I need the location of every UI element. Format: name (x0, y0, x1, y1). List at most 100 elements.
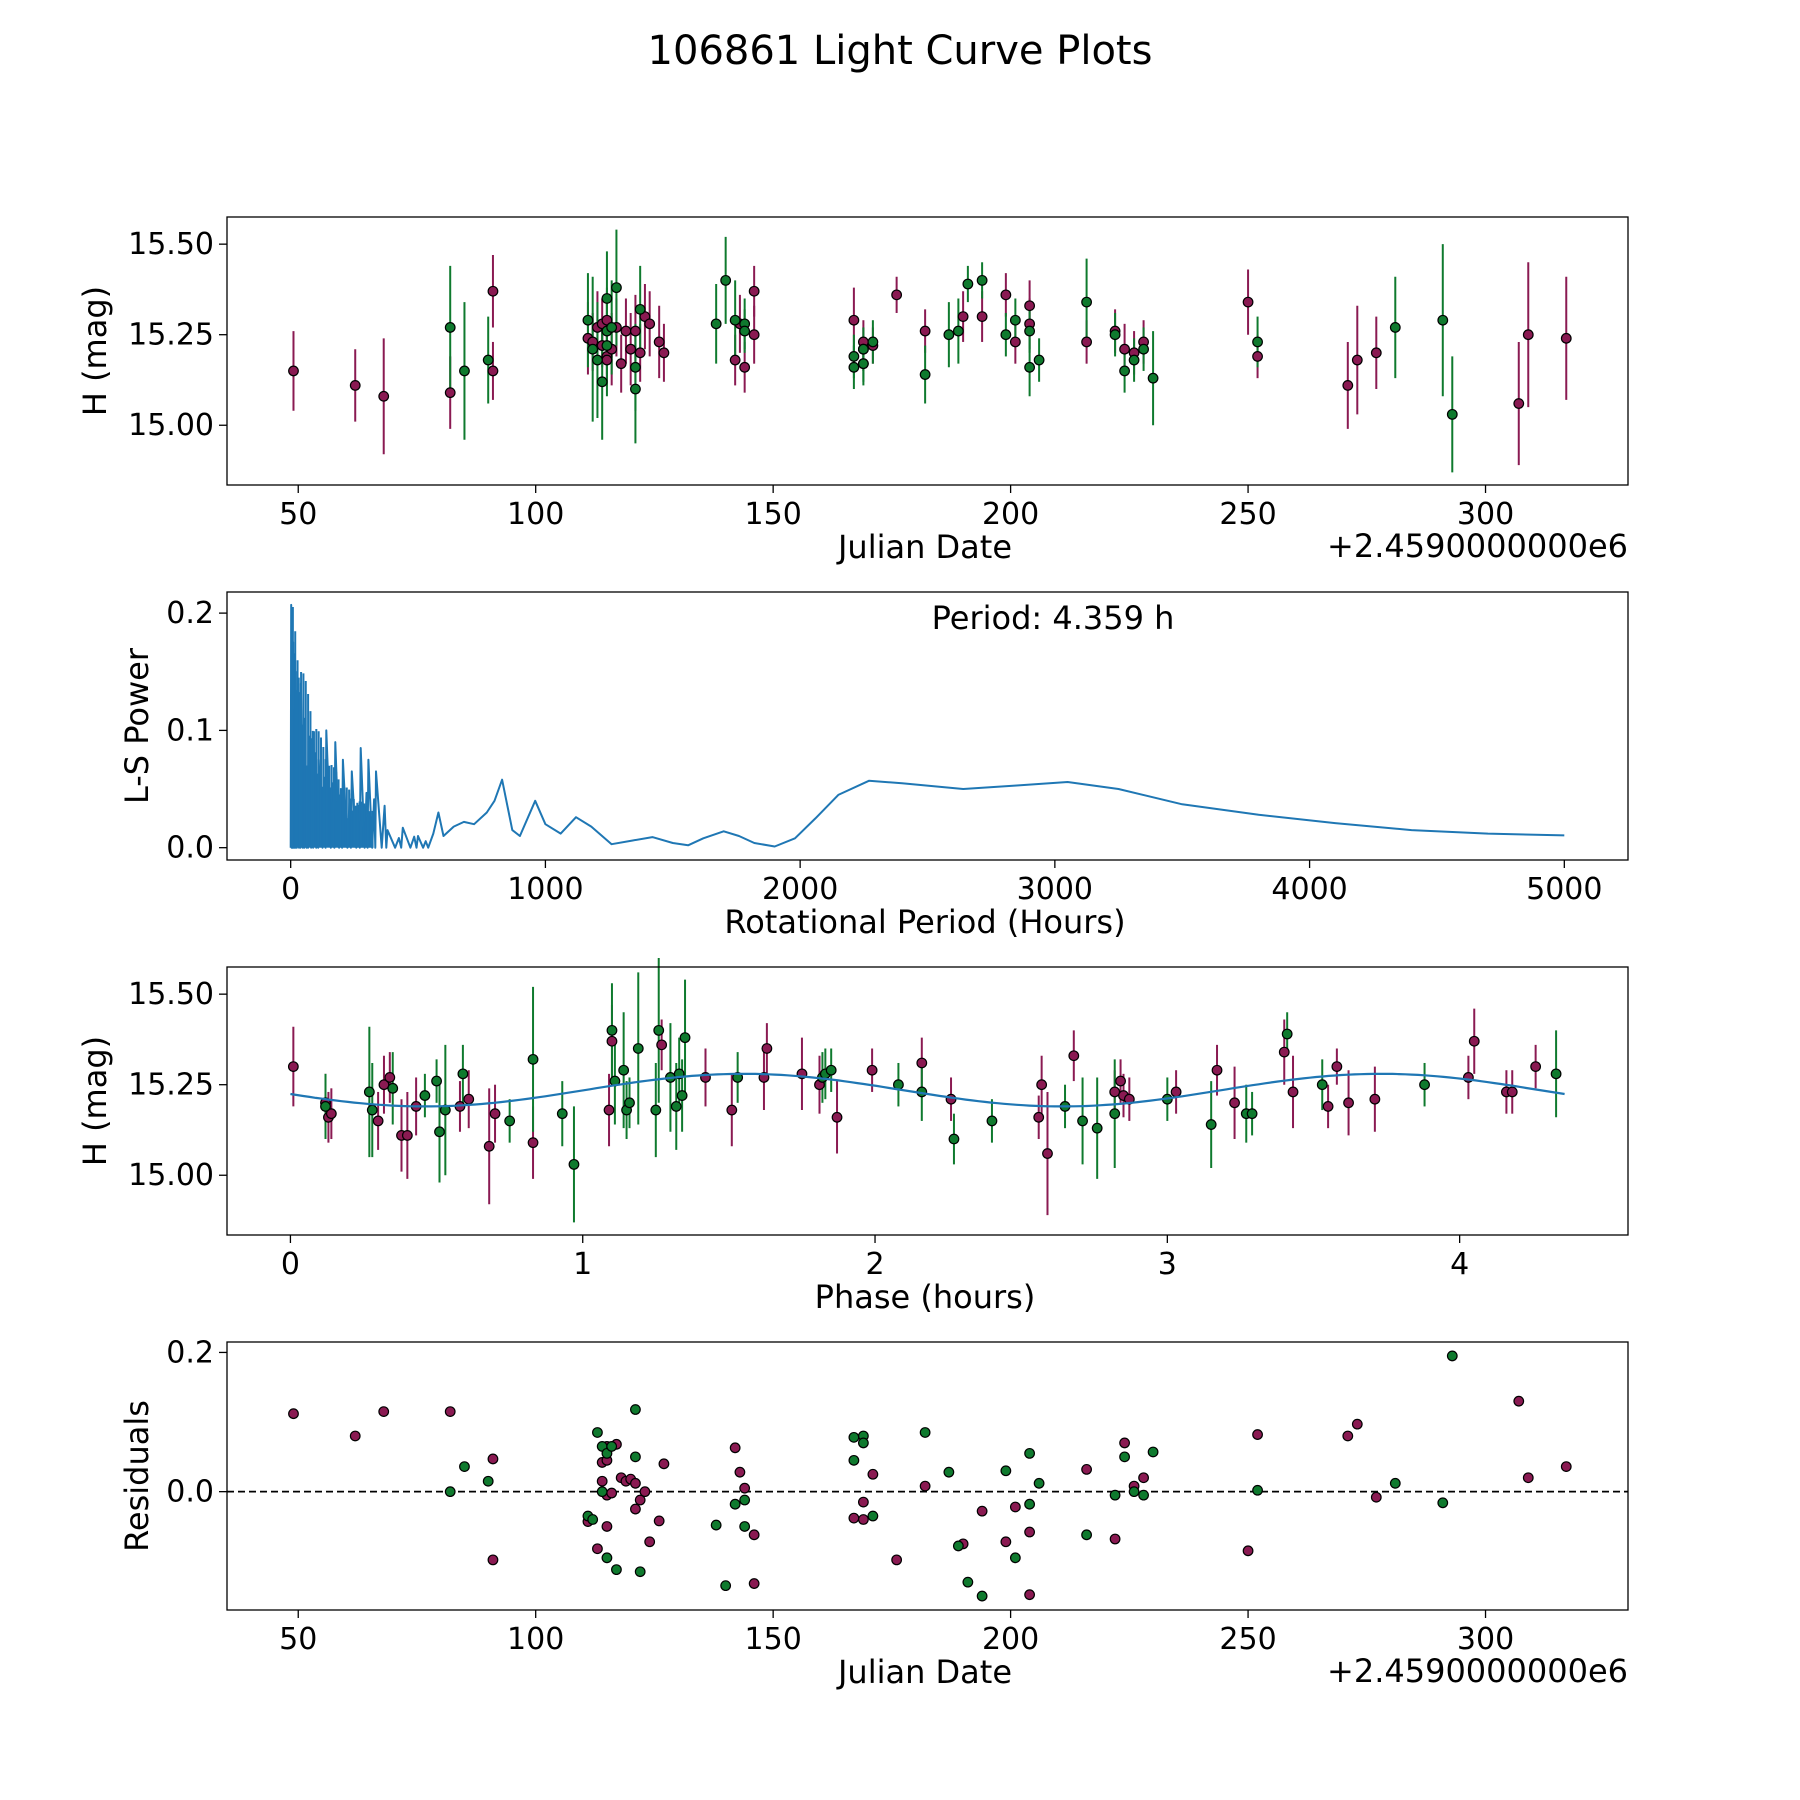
maroon-point (891, 1554, 903, 1566)
phased-ticks: 0 1 2 3 4 15.00 15.25 15.50 (128, 977, 1469, 1282)
maroon-point (653, 1515, 665, 1527)
green-point (596, 1486, 608, 1498)
green-point (1091, 1122, 1103, 1134)
green-point (653, 1024, 665, 1036)
maroon-point (634, 1494, 646, 1506)
x-tick-label: 150 (745, 497, 802, 532)
green-point (1081, 1529, 1092, 1541)
x-tick-label: 0 (281, 1247, 300, 1282)
green-point (1128, 354, 1140, 366)
maroon-point (1081, 1463, 1092, 1475)
x-tick-label: 100 (507, 497, 564, 532)
maroon-point (1287, 1086, 1299, 1098)
green-point (857, 1437, 869, 1449)
periodogram-ticks: 0 1000 2000 3000 4000 5000 0.0 0.1 0.2 (166, 596, 1602, 907)
lightcurve-ticks: 50 100 150 200 250 300 15.00 15.25 15.50 (128, 227, 1514, 532)
green-point (596, 376, 608, 388)
green-point (606, 1024, 618, 1036)
green-point (729, 1498, 741, 1510)
maroon-point (1109, 1086, 1121, 1098)
lightcurve-marks (288, 229, 1572, 473)
maroon-point (630, 1503, 641, 1515)
x-tick-label: 2 (865, 1247, 884, 1282)
residuals-axes-frame (226, 1341, 1629, 1611)
green-point (1081, 296, 1092, 308)
green-point (1000, 329, 1012, 341)
x-tick-label: 200 (982, 497, 1039, 532)
lightcurve-xlabel: Julian Date (836, 528, 1012, 566)
maroon-point (658, 1458, 670, 1470)
green-point (592, 1427, 603, 1438)
green-point (630, 383, 641, 395)
phased-xlabel: Phase (hours) (815, 1278, 1036, 1316)
green-point (1109, 1489, 1121, 1501)
green-point (1281, 1028, 1293, 1040)
maroon-point (1009, 1501, 1021, 1513)
green-point (1252, 1484, 1263, 1496)
green-point (943, 329, 955, 341)
maroon-point (601, 354, 613, 366)
x-tick-label: 50 (279, 1622, 317, 1657)
maroon-point (349, 380, 361, 391)
maroon-point (1009, 336, 1021, 348)
maroon-point (444, 1406, 456, 1418)
green-point (948, 1133, 960, 1145)
phased-axes-frame (226, 966, 1629, 1236)
maroon-point (1024, 1526, 1036, 1538)
green-point (867, 336, 879, 348)
green-point (634, 303, 646, 315)
green-point (419, 1090, 431, 1101)
maroon-point (656, 1039, 668, 1051)
green-point (1147, 372, 1159, 384)
green-point (320, 1101, 331, 1112)
maroon-point (1000, 1536, 1012, 1548)
y-tick-label: 15.00 (128, 1158, 214, 1193)
maroon-point (653, 336, 665, 348)
maroon-point (916, 1057, 928, 1069)
maroon-point (976, 1505, 988, 1517)
green-point (1009, 314, 1021, 326)
green-point (919, 369, 931, 380)
green-point (624, 1097, 635, 1109)
panel-periodogram: 0 1000 2000 3000 4000 5000 0.0 0.1 0.2 Period: 4… (118, 591, 1629, 941)
maroon-point (734, 1466, 746, 1478)
periodogram-ylabel: L-S Power (118, 647, 156, 804)
maroon-point (444, 387, 456, 399)
green-point (1138, 1489, 1149, 1501)
maroon-point (1033, 1111, 1045, 1123)
green-point (601, 340, 613, 351)
maroon-point (288, 1408, 299, 1420)
maroon-point (615, 358, 627, 370)
x-tick-label: 0 (281, 872, 300, 907)
green-point (1024, 1498, 1036, 1510)
maroon-point (1000, 289, 1012, 301)
maroon-point (625, 343, 637, 355)
maroon-point (1560, 332, 1572, 344)
green-point (962, 278, 974, 290)
maroon-point (1024, 1589, 1036, 1601)
green-point (434, 1126, 445, 1138)
x-tick-label: 3000 (1017, 872, 1093, 907)
green-point (952, 1540, 964, 1552)
residuals-ticks: 50 100 150 200 250 300 0.0 0.2 (166, 1335, 1514, 1657)
green-point (1024, 325, 1036, 337)
maroon-point (378, 1406, 390, 1418)
lightcurve-axes-frame (226, 216, 1629, 486)
green-point (601, 1552, 613, 1564)
green-point (1077, 1115, 1088, 1127)
maroon-point (729, 1442, 741, 1454)
maroon-point (1343, 1097, 1354, 1109)
green-point (1024, 361, 1036, 373)
x-tick-label: 4 (1450, 1247, 1469, 1282)
green-point (582, 314, 594, 326)
x-tick-label: 5000 (1526, 872, 1602, 907)
green-point (1389, 1477, 1401, 1489)
green-point (587, 343, 599, 355)
maroon-point (639, 1486, 651, 1498)
maroon-point (596, 1475, 608, 1487)
green-point (1437, 314, 1449, 326)
maroon-point (644, 1536, 656, 1548)
maroon-point (1522, 1472, 1534, 1484)
green-point (444, 322, 456, 333)
maroon-point (1369, 1093, 1381, 1105)
